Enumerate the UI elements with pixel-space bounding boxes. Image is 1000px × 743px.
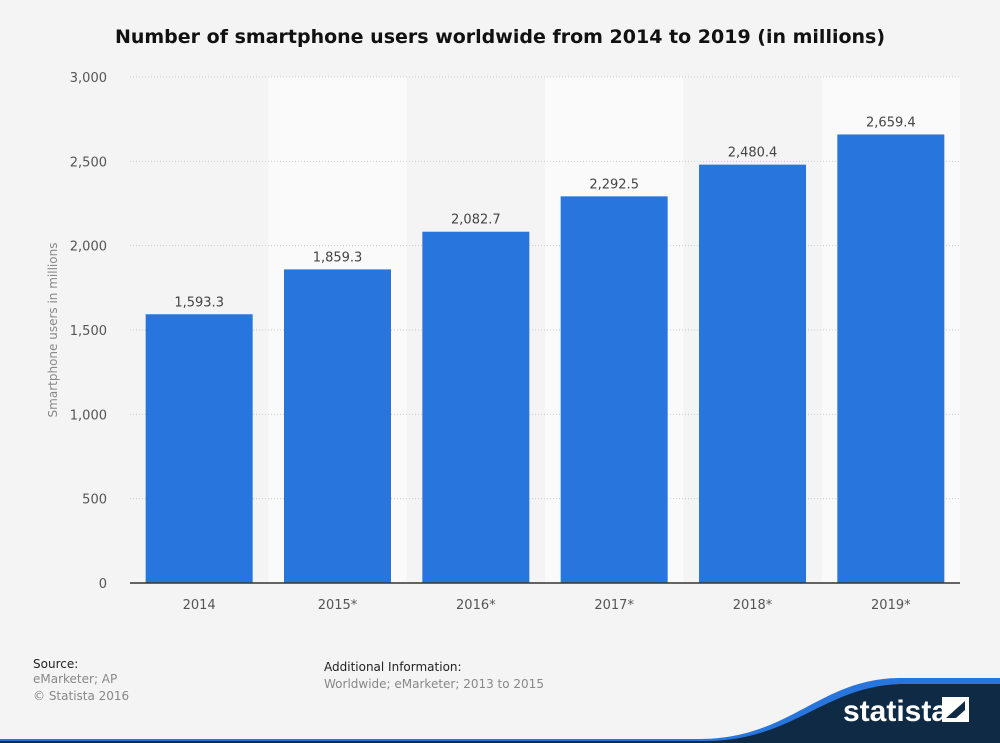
x-tick-label: 2017* <box>594 598 634 613</box>
source-label: Source: <box>33 657 79 671</box>
y-tick-label: 500 <box>82 493 107 508</box>
logo-text: statista <box>843 695 948 728</box>
data-label: 2,082.7 <box>451 213 501 228</box>
bar[interactable] <box>699 164 806 583</box>
source-value[interactable]: eMarketer; AP <box>33 672 118 686</box>
data-label: 2,659.4 <box>866 115 916 130</box>
statista-logo-banner[interactable]: statista <box>0 660 1000 743</box>
y-axis-label: Smartphone users in millions <box>46 243 60 418</box>
x-tick-label: 2019* <box>871 598 911 613</box>
bar[interactable] <box>422 231 530 583</box>
chart-title: Number of smartphone users worldwide fro… <box>114 26 886 48</box>
y-tick-label: 3,000 <box>70 71 107 86</box>
data-label: 1,593.3 <box>174 295 224 310</box>
statista-logo-icon <box>942 697 969 722</box>
x-tick-label: 2015* <box>318 598 358 613</box>
data-label: 2,292.5 <box>589 177 639 192</box>
y-tick-label: 0 <box>99 577 107 592</box>
bar[interactable] <box>145 314 253 583</box>
copyright: © Statista 2016 <box>33 689 130 703</box>
additional-info-label: Additional Information: <box>324 660 462 674</box>
bar[interactable] <box>837 134 945 583</box>
x-tick-label: 2014 <box>183 598 216 613</box>
data-label: 1,859.3 <box>313 250 363 265</box>
bar[interactable] <box>284 269 391 583</box>
additional-info-block: Additional Information: Worldwide; eMark… <box>324 660 544 693</box>
y-tick-label: 1,500 <box>70 324 107 339</box>
x-tick-label: 2016* <box>456 598 496 613</box>
additional-info-value: Worldwide; eMarketer; 2013 to 2015 <box>324 677 544 691</box>
data-label: 2,480.4 <box>728 146 778 161</box>
y-tick-label: 1,000 <box>70 408 107 423</box>
y-tick-label: 2,000 <box>70 240 107 255</box>
y-tick-label: 2,500 <box>70 155 107 170</box>
x-tick-label: 2018* <box>733 598 773 613</box>
source-block: Source: eMarketer; AP © Statista 2016 <box>33 657 129 705</box>
bar[interactable] <box>560 196 668 583</box>
